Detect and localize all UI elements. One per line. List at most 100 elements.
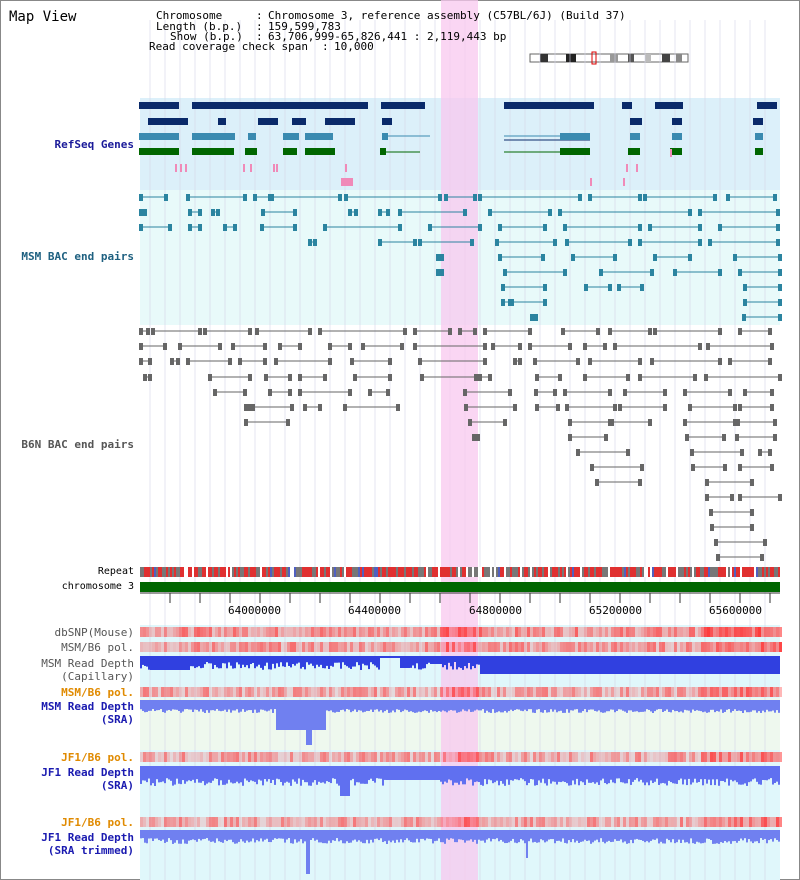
read-depth-bar — [142, 656, 144, 665]
polymorphism-cell — [590, 627, 593, 637]
read-depth-bar — [476, 766, 478, 782]
repeat-segment — [536, 567, 538, 577]
repeat-segment — [264, 567, 266, 577]
read-depth-bar — [580, 700, 582, 713]
read-depth-bar — [532, 656, 534, 674]
polymorphism-cell — [266, 817, 269, 827]
msm-bac-pair-end — [428, 224, 432, 231]
msm-bac-pair-end — [617, 284, 621, 291]
polymorphism-cell — [479, 642, 482, 652]
msm-bac-pair-end — [584, 284, 588, 291]
read-depth-bar — [204, 656, 206, 665]
polymorphism-cell — [158, 687, 161, 697]
read-depth-bar — [236, 656, 238, 663]
polymorphism-cell — [527, 627, 530, 637]
b6n-bac-pair-end — [420, 374, 424, 381]
b6n-bac-pair-end — [472, 434, 476, 441]
polymorphism-cell — [494, 817, 497, 827]
polymorphism-cell — [149, 817, 152, 827]
track-label-msm-bac[interactable]: MSM BAC end pairs — [21, 250, 134, 263]
read-depth-bar — [596, 830, 598, 840]
polymorphism-cell — [356, 642, 359, 652]
polymorphism-cell — [350, 817, 353, 827]
polymorphism-cell — [659, 817, 662, 827]
refseq-gene — [325, 118, 355, 125]
read-depth-bar — [542, 830, 544, 841]
read-depth-bar — [762, 656, 764, 674]
polymorphism-cell — [302, 687, 305, 697]
read-depth-bar — [276, 830, 278, 839]
polymorphism-cell — [146, 752, 149, 762]
polymorphism-cell — [641, 817, 644, 827]
polymorphism-cell — [512, 687, 515, 697]
track-label-msm-b6-pol-2: MSM/B6 pol. — [61, 686, 134, 699]
polymorphism-cell — [386, 817, 389, 827]
polymorphism-cell — [206, 817, 209, 827]
polymorphism-cell — [689, 687, 692, 697]
read-depth-bar — [204, 700, 206, 713]
read-depth-bar — [366, 700, 368, 711]
ideogram-band — [662, 54, 670, 62]
polymorphism-cell — [623, 817, 626, 827]
polymorphism-cell — [212, 642, 215, 652]
repeat-segment — [688, 567, 690, 577]
read-depth-bar — [578, 700, 580, 713]
polymorphism-cell — [512, 817, 515, 827]
polymorphism-cell — [374, 817, 377, 827]
polymorphism-cell — [770, 817, 773, 827]
read-depth-bar — [258, 700, 260, 713]
polymorphism-cell — [185, 687, 188, 697]
read-depth-bar — [318, 830, 320, 843]
read-depth-bar — [724, 656, 726, 674]
b6n-bac-pair-end — [248, 328, 252, 335]
read-depth-bar — [176, 830, 178, 841]
track-label-refseq[interactable]: RefSeq Genes — [54, 138, 134, 151]
polymorphism-cell — [674, 817, 677, 827]
read-depth-bar — [178, 766, 180, 784]
read-depth-bar — [618, 766, 620, 779]
polymorphism-cell — [704, 752, 707, 762]
polymorphism-cell — [689, 642, 692, 652]
b6n-bac-pair-end — [608, 328, 612, 335]
read-depth-bar — [208, 700, 210, 713]
repeat-segment — [762, 567, 764, 577]
read-depth-bar — [600, 700, 602, 713]
repeat-segment — [464, 567, 466, 577]
b6n-bac-pair-end — [388, 358, 392, 365]
read-depth-bar — [356, 830, 358, 842]
polymorphism-cell — [221, 752, 224, 762]
read-depth-bar — [402, 700, 404, 712]
read-depth-bar — [240, 656, 242, 669]
polymorphism-cell — [725, 687, 728, 697]
repeat-segment — [440, 567, 442, 577]
repeat-segment — [458, 567, 460, 577]
read-depth-bar — [212, 656, 214, 669]
polymorphism-cell — [482, 687, 485, 697]
polymorphism-cell — [623, 627, 626, 637]
polymorphism-cell — [272, 752, 275, 762]
repeat-segment — [492, 567, 494, 577]
read-depth-bar — [726, 766, 728, 779]
polymorphism-cell — [443, 627, 446, 637]
polymorphism-cell — [689, 627, 692, 637]
repeat-segment — [330, 567, 332, 577]
read-depth-bar — [428, 766, 430, 780]
polymorphism-cell — [176, 642, 179, 652]
msm-bac-pair-end — [776, 239, 780, 246]
msm-bac-pair-end — [216, 209, 220, 216]
read-depth-bar — [370, 656, 372, 663]
polymorphism-cell — [485, 687, 488, 697]
repeat-segment — [476, 567, 478, 577]
read-depth-bar — [486, 766, 488, 785]
read-depth-bar — [400, 656, 402, 668]
read-depth-bar — [360, 656, 362, 670]
read-depth-bar — [362, 656, 364, 664]
read-depth-bar — [708, 766, 710, 780]
polymorphism-cell — [734, 642, 737, 652]
read-depth-bar — [448, 830, 450, 840]
track-label-b6n-bac[interactable]: B6N BAC end pairs — [21, 438, 134, 451]
read-depth-bar — [320, 700, 322, 730]
read-depth-bar — [286, 766, 288, 782]
read-depth-bar — [714, 656, 716, 674]
